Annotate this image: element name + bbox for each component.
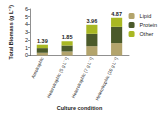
svg-text:2: 2 bbox=[25, 37, 28, 43]
svg-text:6: 6 bbox=[25, 6, 28, 12]
svg-text:4.87: 4.87 bbox=[111, 11, 122, 17]
svg-text:Other: Other bbox=[140, 31, 154, 37]
svg-text:Heterotrophic (5 g L⁻¹): Heterotrophic (5 g L⁻¹) bbox=[46, 56, 70, 99]
svg-text:3.96: 3.96 bbox=[87, 18, 98, 24]
svg-text:3: 3 bbox=[25, 29, 28, 35]
svg-text:0: 0 bbox=[25, 52, 28, 58]
svg-text:Total Biomass (g L⁻¹): Total Biomass (g L⁻¹) bbox=[8, 5, 14, 60]
svg-text:Lipid: Lipid bbox=[140, 13, 152, 19]
svg-text:Heterotrophic (10 g L⁻¹): Heterotrophic (10 g L⁻¹) bbox=[94, 56, 119, 101]
svg-text:5: 5 bbox=[25, 14, 28, 20]
svg-text:Heterotrophic (7 g L⁻¹): Heterotrophic (7 g L⁻¹) bbox=[71, 56, 95, 99]
svg-text:4: 4 bbox=[25, 21, 28, 27]
svg-text:1.39: 1.39 bbox=[37, 38, 48, 44]
svg-text:Culture condition: Culture condition bbox=[57, 105, 103, 111]
svg-text:Autotrophic: Autotrophic bbox=[30, 56, 44, 79]
svg-text:Protein: Protein bbox=[140, 22, 157, 28]
svg-text:1: 1 bbox=[25, 45, 28, 51]
svg-text:1.85: 1.85 bbox=[62, 34, 73, 40]
